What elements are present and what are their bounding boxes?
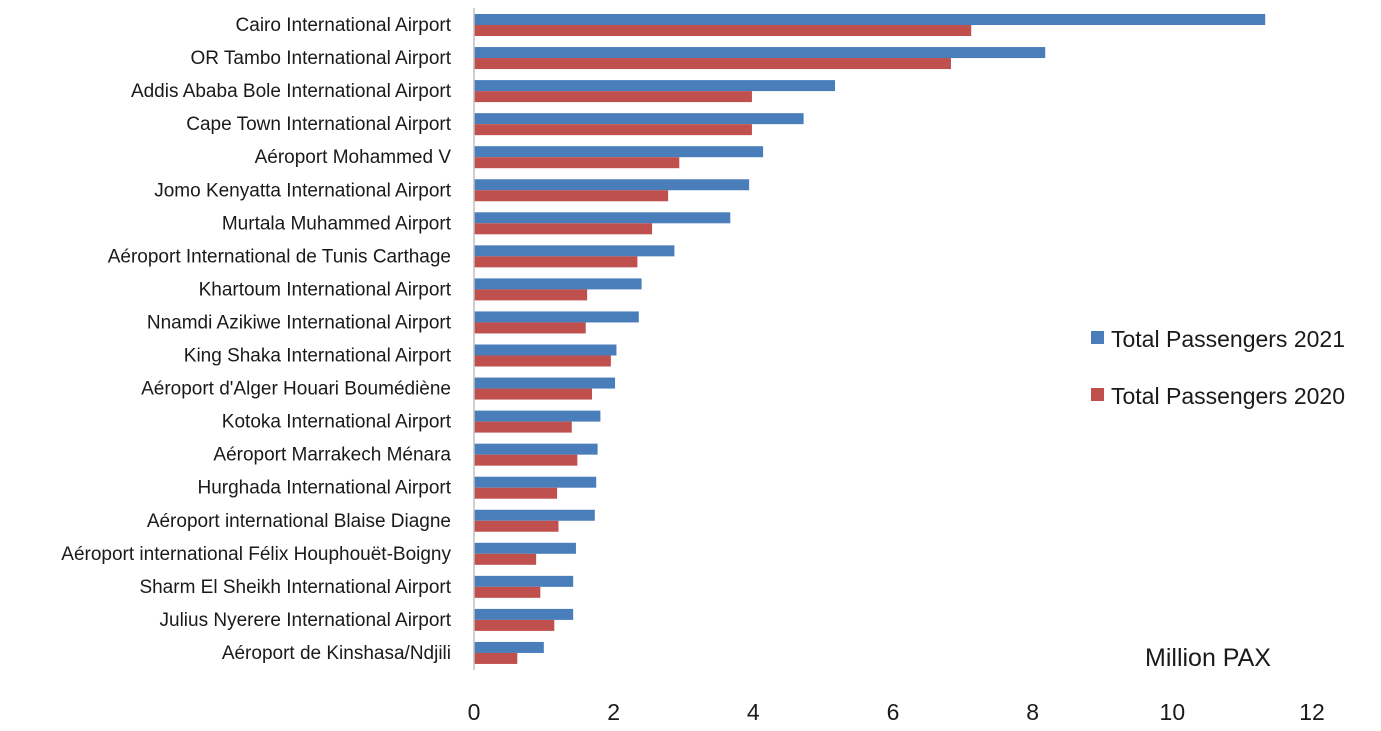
- bar-series-a-14: [474, 476, 597, 488]
- category-label-15: Aéroport international Blaise Diagne: [147, 511, 451, 532]
- bar-series-b-3: [474, 124, 752, 136]
- bar-series-b-18: [474, 619, 555, 631]
- bar-series-b-10: [474, 355, 611, 367]
- bar-series-b-5: [474, 190, 669, 202]
- category-labels: Cairo International Airport OR Tambo Inte…: [61, 15, 451, 664]
- bar-series-b-1: [474, 58, 951, 70]
- bar-series-a-7: [474, 245, 675, 257]
- bar-series-a-3: [474, 113, 804, 125]
- bar-series-b-17: [474, 586, 541, 598]
- bar-series-b-11: [474, 388, 593, 400]
- bar-series-b-8: [474, 289, 588, 301]
- category-label-16: Aéroport international Félix Houphouët-B…: [61, 544, 451, 565]
- bar-series-a-16: [474, 542, 576, 554]
- category-label-5: Jomo Kenyatta International Airport: [154, 180, 452, 201]
- bar-series-b-6: [474, 223, 653, 235]
- bar-series-b-2: [474, 91, 752, 103]
- bar-series-a-0: [474, 14, 1266, 25]
- bar-series-b-13: [474, 454, 578, 466]
- x-tick-label-5: 10: [1160, 699, 1186, 725]
- bar-series-a-15: [474, 509, 595, 521]
- bar-series-b-14: [474, 487, 558, 499]
- bar-series-a-1: [474, 47, 1046, 59]
- bar-series-a-2: [474, 80, 836, 92]
- category-label-11: Aéroport d'Alger Houari Boumédiène: [141, 379, 451, 400]
- category-label-14: Hurghada International Airport: [198, 478, 452, 499]
- category-label-7: Aéroport International de Tunis Carthage: [108, 246, 451, 267]
- bar-series-a-5: [474, 179, 750, 191]
- bar-series-b-16: [474, 553, 537, 565]
- bar-series-b-0: [474, 25, 972, 36]
- bar-series-a-10: [474, 344, 617, 356]
- bar-series-a-19: [474, 641, 544, 653]
- bar-series-a-18: [474, 608, 574, 620]
- category-label-12: Kotoka International Airport: [222, 412, 452, 433]
- legend-label-0: Total Passengers 2021: [1111, 326, 1345, 352]
- bar-series-b-4: [474, 157, 680, 169]
- bar-series-b-9: [474, 322, 586, 334]
- category-label-6: Murtala Muhammed Airport: [222, 213, 452, 234]
- bar-series-a-9: [474, 311, 639, 323]
- bar-series-a-4: [474, 146, 764, 158]
- legend: Total Passengers 2021 Total Passengers 20…: [1091, 326, 1345, 409]
- category-label-8: Khartoum International Airport: [199, 279, 452, 300]
- category-label-17: Sharm El Sheikh International Airport: [139, 577, 451, 598]
- legend-label-1: Total Passengers 2020: [1111, 383, 1345, 409]
- bar-series-a-13: [474, 443, 598, 455]
- bar-series-b-7: [474, 256, 638, 268]
- legend-swatch-0: [1091, 331, 1104, 344]
- x-tick-label-2: 4: [747, 699, 760, 725]
- bar-series-b-12: [474, 421, 572, 433]
- x-tick-labels: 0 2 4 6 8 10 12: [468, 699, 1325, 725]
- category-label-4: Aéroport Mohammed V: [255, 147, 452, 168]
- category-label-2: Addis Ababa Bole International Airport: [131, 81, 452, 102]
- bar-series-a-6: [474, 212, 731, 224]
- bar-series-b-15: [474, 520, 559, 532]
- legend-swatch-1: [1091, 388, 1104, 401]
- bar-series-a-8: [474, 278, 642, 290]
- bar-series-a-11: [474, 377, 616, 389]
- category-label-0: Cairo International Airport: [236, 15, 452, 36]
- x-tick-label-4: 8: [1026, 699, 1039, 725]
- category-label-19: Aéroport de Kinshasa/Ndjili: [222, 643, 451, 664]
- category-label-9: Nnamdi Azikiwe International Airport: [147, 312, 452, 333]
- unit-label: Million PAX: [1145, 644, 1271, 672]
- bars-layer: [474, 14, 1266, 664]
- x-tick-label-3: 6: [887, 699, 900, 725]
- bar-series-a-17: [474, 575, 574, 587]
- x-tick-label-0: 0: [468, 699, 481, 725]
- x-tick-label-1: 2: [607, 699, 620, 725]
- bar-series-b-19: [474, 652, 518, 664]
- category-label-13: Aéroport Marrakech Ménara: [213, 445, 451, 466]
- category-label-10: King Shaka International Airport: [184, 346, 452, 367]
- category-label-18: Julius Nyerere International Airport: [160, 610, 452, 631]
- category-label-1: OR Tambo International Airport: [190, 48, 451, 69]
- x-tick-label-6: 12: [1299, 699, 1325, 725]
- category-label-3: Cape Town International Airport: [186, 114, 451, 135]
- bar-series-a-12: [474, 410, 601, 422]
